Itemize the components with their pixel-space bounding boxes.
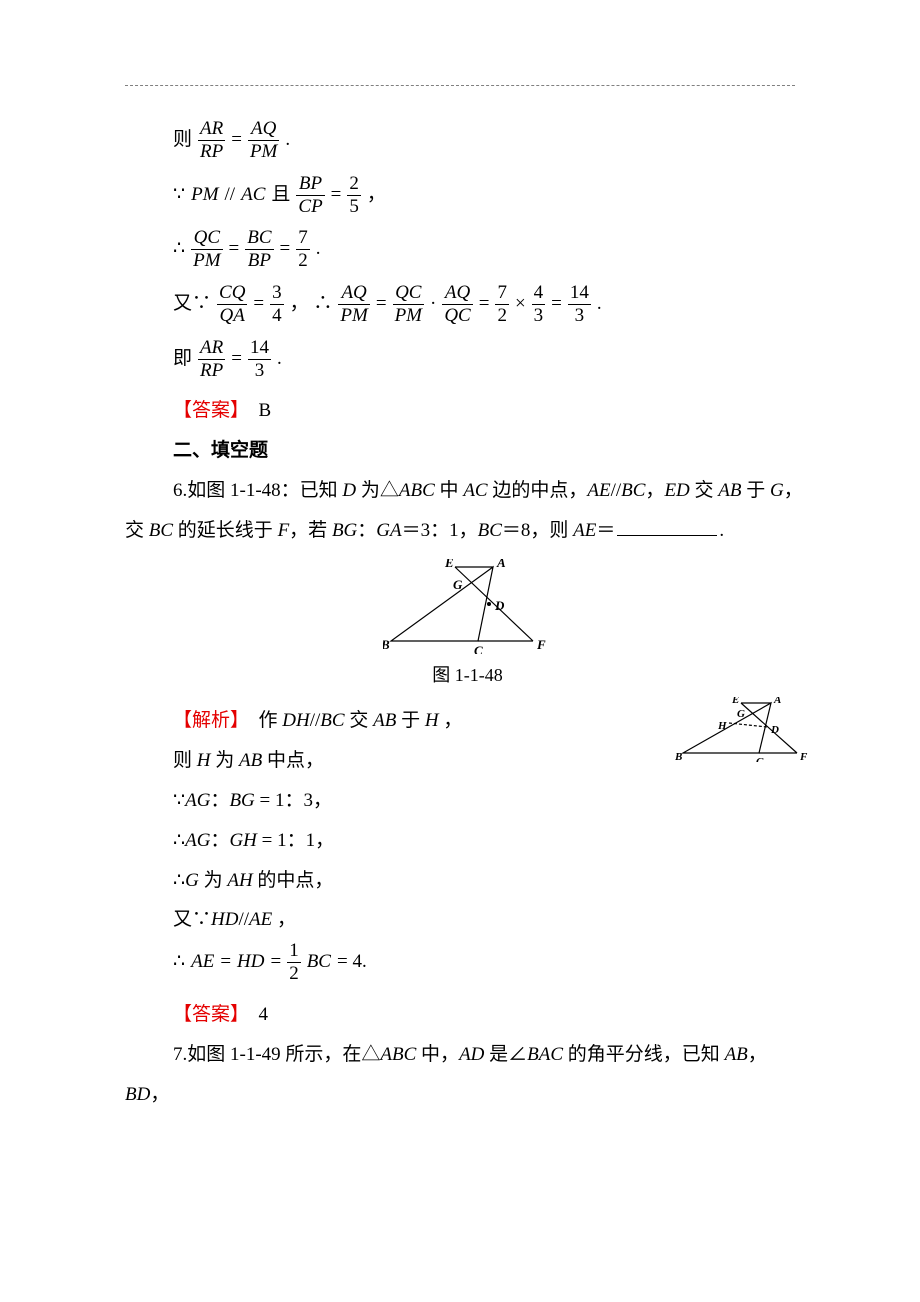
svg-text:C: C	[474, 643, 483, 654]
q7-line: 7.如图 1-1-49 所示，在△ABC 中，AD 是∠BAC 的角平分线，已知…	[125, 1035, 810, 1115]
derive-line-5: 即 ARRP = 143.	[173, 337, 810, 382]
svg-text:C: C	[756, 756, 764, 762]
solution-label: 【解析】	[173, 710, 240, 731]
svg-text:G: G	[453, 577, 463, 592]
svg-text:B: B	[383, 637, 390, 652]
figure-caption: 图 1-1-48	[125, 661, 810, 687]
q6-line1: 6.如图 1-1-48：已知 D 为△ABC 中 AC 边的中点，AE//BC，…	[125, 471, 810, 551]
svg-text:F: F	[799, 751, 808, 762]
derive-line-3: ∴ QCPM = BCBP = 72.	[173, 227, 810, 272]
sol6-l3: ∵AG：BG = 1：3，	[173, 781, 810, 821]
svg-text:E: E	[731, 697, 739, 706]
svg-text:D: D	[770, 724, 779, 736]
svg-text:A: A	[496, 559, 506, 570]
answer-6: 【答案】 4	[173, 995, 810, 1035]
sol6-l5: ∴G 为 AH 的中点，	[173, 861, 810, 901]
derive-line-4: 又∵ CQQA = 34 ， ∴ AQPM = QCPM·AQQC = 72 ×…	[173, 282, 810, 327]
sol6-l7: ∴AE = HD = 12BC = 4.	[173, 940, 810, 985]
sol6-l4: ∴AG：GH = 1：1，	[173, 821, 810, 861]
svg-text:B: B	[675, 751, 682, 762]
top-rule	[125, 85, 795, 86]
derive-line-1: 则 ARRP = AQPM.	[173, 118, 810, 163]
derive-line-2: ∵PM//AC 且 BPCP = 25 ，	[173, 173, 810, 218]
derivation-block: 则 ARRP = AQPM. ∵PM//AC 且 BPCP = 25 ， ∴ Q…	[125, 118, 810, 471]
section-2-heading: 二、填空题	[173, 431, 810, 471]
answer-blank	[617, 535, 717, 536]
figure-1-1-48-inline: E A GH D B C F	[675, 697, 810, 767]
answer-label: 【答案】	[173, 1004, 240, 1025]
answer-5: 【答案】 B	[173, 391, 810, 431]
svg-text:F: F	[536, 637, 546, 652]
svg-text:E: E	[444, 559, 454, 570]
svg-text:D: D	[494, 598, 505, 613]
svg-text:A: A	[773, 697, 781, 706]
answer-label: 【答案】	[173, 400, 240, 421]
svg-text:H: H	[717, 720, 727, 732]
sol6-l6: 又∵HD//AE ，	[173, 900, 810, 940]
figure-1-1-48: E A G D B C F	[125, 559, 810, 659]
svg-text:G: G	[737, 708, 745, 720]
